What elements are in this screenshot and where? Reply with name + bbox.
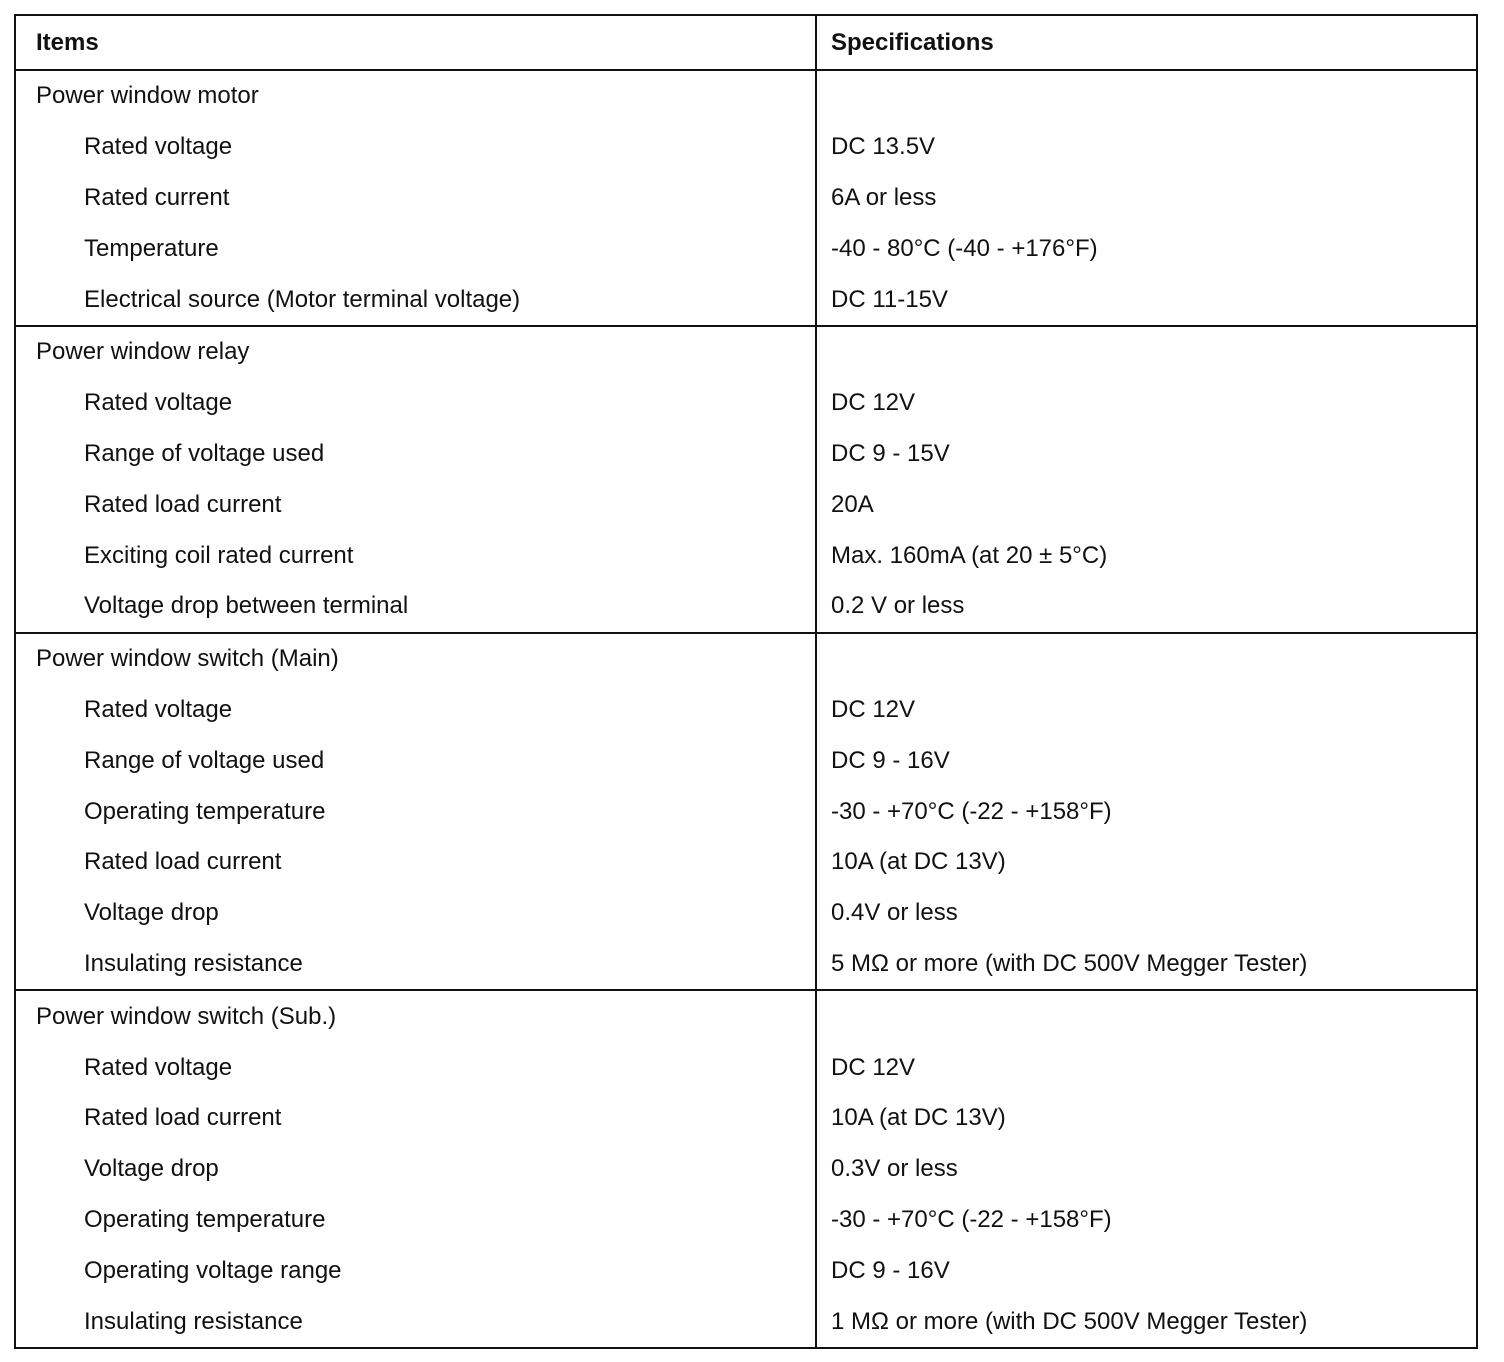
- table-row: Range of voltage used DC 9 - 15V: [15, 428, 1477, 480]
- table-row: Rated load current 20A: [15, 479, 1477, 531]
- empty-spec-cell: [816, 326, 1477, 378]
- table-row: Rated voltage DC 12V: [15, 1042, 1477, 1093]
- spec-cell: 5 MΩ or more (with DC 500V Megger Tester…: [816, 938, 1477, 992]
- spec-cell: 0.4V or less: [831, 899, 958, 927]
- item-cell: Rated voltage: [15, 684, 817, 736]
- table-row: Electrical source (Motor terminal voltag…: [15, 274, 1477, 327]
- item-cell: Voltage drop: [15, 887, 817, 939]
- header-items: Items: [15, 15, 817, 71]
- table-row: Operating temperature -30 - +70°C (-22 - …: [15, 786, 1477, 837]
- spec-cell: DC 9 - 15V: [831, 439, 950, 467]
- spec-cell: DC 11-15V: [816, 274, 1477, 327]
- section-title-row: Power window switch (Sub.): [15, 990, 1477, 1043]
- item-cell: Voltage drop between terminal: [15, 580, 817, 634]
- item-cell: Rated voltage: [15, 121, 817, 173]
- header-specifications: Specifications: [816, 15, 1477, 71]
- table-row: Temperature -40 - 80°C (-40 - +176°F): [15, 223, 1477, 275]
- table-row: Voltage drop between terminal 0.2 V or le…: [15, 580, 1477, 634]
- item-cell: Insulating resistance: [15, 1296, 817, 1349]
- spec-cell: DC 9 - 16V: [831, 1256, 950, 1284]
- spec-cell: DC 13.5V: [831, 133, 936, 161]
- item-cell: Rated load current: [15, 836, 817, 888]
- table-row: Voltage drop 0.4V or less: [15, 887, 1477, 939]
- spec-cell: 10A (at DC 13V): [831, 1104, 1006, 1132]
- section-title: Power window relay: [15, 325, 817, 378]
- spec-cell: -30 - +70°C (-22 - +158°F): [831, 797, 1112, 825]
- spec-cell: 0.2 V or less: [816, 580, 1477, 634]
- empty-spec-cell: [816, 70, 1477, 122]
- section-title-row: Power window relay: [15, 325, 1477, 378]
- item-cell: Temperature: [15, 223, 817, 275]
- table-row: Rated current 6A or less: [15, 172, 1477, 224]
- table-row: Exciting coil rated current Max. 160mA (a…: [15, 530, 1477, 581]
- spec-cell: 1 MΩ or more (with DC 500V Megger Tester…: [816, 1296, 1477, 1349]
- specifications-table: Items Specifications Power window motor R…: [14, 14, 1478, 1349]
- table-row: Rated load current 10A (at DC 13V): [15, 1092, 1477, 1144]
- spec-cell: -40 - 80°C (-40 - +176°F): [831, 234, 1098, 262]
- table-row: Voltage drop 0.3V or less: [15, 1143, 1477, 1195]
- empty-spec-cell: [816, 633, 1477, 685]
- table-row: Rated load current 10A (at DC 13V): [15, 836, 1477, 888]
- item-cell: Range of voltage used: [15, 735, 817, 787]
- table-row: Rated voltage DC 12V: [15, 684, 1477, 736]
- table-row: Insulating resistance 5 MΩ or more (with …: [15, 938, 1477, 992]
- item-cell: Rated voltage: [15, 1042, 817, 1093]
- item-cell: Operating temperature: [15, 1194, 817, 1246]
- item-cell: Operating temperature: [15, 786, 817, 837]
- header-row: Items Specifications: [15, 15, 1477, 71]
- table-row: Insulating resistance 1 MΩ or more (with …: [15, 1296, 1477, 1349]
- item-cell: Rated load current: [15, 479, 817, 531]
- table-row: Operating temperature -30 - +70°C (-22 - …: [15, 1194, 1477, 1246]
- spec-cell: DC 12V: [831, 695, 916, 723]
- spec-cell: DC 12V: [831, 1053, 916, 1081]
- section-title-row: Power window switch (Main): [15, 632, 1477, 685]
- spec-cell: 20A: [831, 490, 874, 518]
- spec-cell: -30 - +70°C (-22 - +158°F): [831, 1205, 1112, 1233]
- table-row: Rated voltage DC 12V: [15, 377, 1477, 429]
- table-row: Range of voltage used DC 9 - 16V: [15, 735, 1477, 787]
- table-row: Operating voltage range DC 9 - 16V: [15, 1245, 1477, 1297]
- item-cell: Voltage drop: [15, 1143, 817, 1195]
- spec-cell: Max. 160mA (at 20 ± 5°C): [831, 541, 1108, 569]
- item-cell: Insulating resistance: [15, 938, 817, 992]
- spec-cell: 10A (at DC 13V): [831, 848, 1006, 876]
- empty-spec-cell: [816, 990, 1477, 1042]
- item-cell: Operating voltage range: [15, 1245, 817, 1297]
- spec-cell: DC 12V: [831, 389, 916, 417]
- section-title: Power window switch (Sub.): [15, 990, 817, 1043]
- spec-cell: 0.3V or less: [831, 1155, 958, 1183]
- item-cell: Rated voltage: [15, 377, 817, 429]
- item-cell: Exciting coil rated current: [15, 530, 817, 581]
- item-cell: Range of voltage used: [15, 428, 817, 480]
- item-cell: Rated current: [15, 172, 817, 224]
- item-cell: Rated load current: [15, 1092, 817, 1144]
- section-title: Power window switch (Main): [15, 632, 817, 685]
- spec-cell: DC 9 - 16V: [831, 746, 950, 774]
- spec-cell: 6A or less: [831, 183, 937, 211]
- table-row: Rated voltage DC 13.5V: [15, 121, 1477, 173]
- section-title-row: Power window motor: [15, 70, 1477, 122]
- section-title: Power window motor: [15, 70, 817, 122]
- item-cell: Electrical source (Motor terminal voltag…: [15, 274, 817, 327]
